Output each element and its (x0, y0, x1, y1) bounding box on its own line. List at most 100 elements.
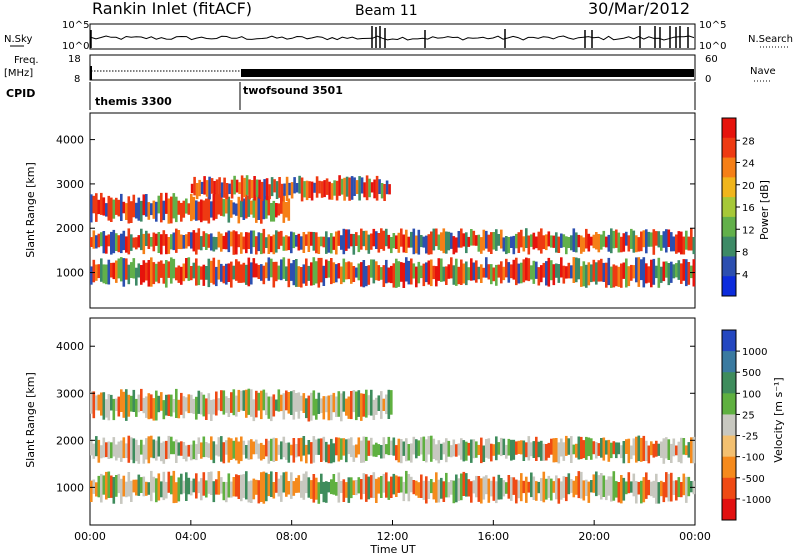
echo-cell (217, 231, 221, 248)
echo-cell (580, 471, 583, 499)
echo-cell (287, 236, 291, 251)
echo-cell (202, 394, 206, 417)
echo-cell (210, 178, 214, 194)
echo-cell (122, 391, 126, 418)
echo-cell (652, 443, 656, 458)
echo-cell (380, 476, 383, 498)
echo-cell (655, 473, 658, 504)
echo-cell (440, 443, 443, 460)
echo-cell (342, 228, 346, 255)
echo-cell (385, 259, 388, 284)
echo-cell (402, 234, 406, 253)
echo-cell (387, 389, 391, 419)
echo-cell (635, 436, 638, 463)
echo-cell (665, 229, 668, 253)
echo-cell (425, 439, 428, 463)
echo-cell (610, 476, 613, 502)
x-tick-label: 16:00 (477, 530, 509, 543)
echo-cell (300, 236, 303, 250)
echo-cell (455, 258, 458, 286)
echo-cell (417, 440, 421, 456)
echo-cell (350, 262, 353, 284)
echo-cell (352, 480, 356, 495)
echo-cell (442, 481, 446, 502)
echo-cell (145, 481, 148, 496)
echo-cell (142, 397, 146, 414)
echo-cell (195, 396, 198, 420)
echo-cell (480, 437, 483, 464)
echo-cell (225, 482, 228, 503)
echo-cell (420, 437, 423, 455)
echo-cell (282, 472, 286, 493)
echo-cell (505, 482, 508, 494)
echo-cell (112, 477, 116, 504)
echo-cell (552, 264, 556, 286)
echo-cell (187, 477, 191, 495)
echo-cell (307, 477, 311, 498)
echo-cell (312, 257, 316, 286)
echo-cell (397, 261, 401, 287)
echo-cell (592, 474, 596, 493)
echo-cell (120, 478, 123, 504)
echo-cell (680, 263, 683, 284)
echo-cell (390, 390, 393, 415)
echo-cell (252, 258, 256, 278)
date-title: 30/Mar/2012 (588, 0, 690, 18)
echo-cell (172, 470, 176, 504)
echo-cell (95, 395, 98, 411)
echo-cell (385, 394, 388, 415)
echo-cell (165, 234, 168, 255)
echo-cell (140, 388, 143, 411)
echo-cell (542, 262, 546, 278)
echo-cell (95, 264, 98, 281)
echo-cell (222, 390, 226, 415)
echo-cell (190, 183, 194, 194)
echo-cell (365, 389, 368, 418)
echo-cell (195, 473, 198, 499)
echo-cell (667, 439, 671, 460)
echo-cell (260, 264, 263, 281)
echo-cell (157, 436, 161, 457)
echo-cell (255, 439, 258, 455)
echo-cell (147, 393, 151, 420)
echo-cell (125, 236, 128, 253)
echo-cell (272, 200, 276, 222)
echo-cell (112, 437, 116, 457)
echo-cell (195, 444, 198, 461)
echo-cell (295, 477, 298, 493)
echo-cell (620, 475, 623, 504)
echo-cell (645, 263, 648, 284)
echo-cell (90, 266, 93, 285)
echo-cell (675, 263, 678, 278)
x-tick-label: 00:00 (679, 530, 711, 543)
echo-cell (677, 477, 681, 498)
echo-cell (520, 473, 523, 502)
echo-cell (505, 258, 508, 278)
echo-cell (557, 442, 561, 464)
echo-cell (92, 195, 96, 214)
echo-cell (320, 181, 324, 198)
echo-cell (505, 236, 508, 255)
echo-cell (432, 482, 436, 500)
echo-cell (125, 258, 128, 280)
echo-cell (687, 476, 691, 497)
colorbar-tick-label: -500 (742, 474, 765, 485)
echo-cell (660, 235, 663, 251)
echo-cell (482, 267, 486, 278)
echo-cell (265, 237, 268, 248)
velocity-colorbar-label: Velocity [m s⁻¹] (772, 377, 785, 462)
echo-cell (102, 231, 106, 254)
echo-cell (542, 471, 546, 503)
echo-cell (182, 442, 186, 459)
echo-cell (137, 197, 141, 221)
echo-cell (522, 480, 526, 494)
echo-cell (442, 266, 446, 282)
echo-cell (257, 264, 261, 279)
echo-cell (332, 443, 336, 463)
echo-cell (147, 233, 151, 249)
nsearch-label: N.Search (748, 34, 793, 45)
echo-cell (337, 472, 341, 503)
echo-cell (375, 442, 378, 457)
echo-cell (487, 478, 491, 503)
echo-cell (160, 192, 163, 223)
